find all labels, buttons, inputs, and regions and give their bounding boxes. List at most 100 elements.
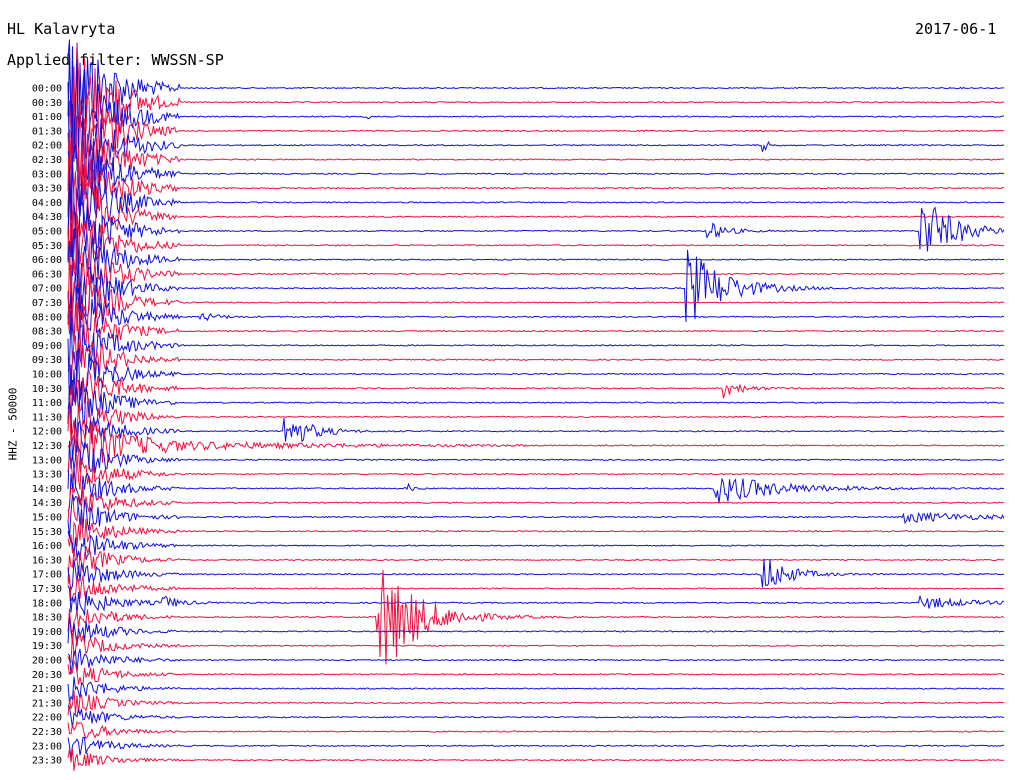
row-time-label: 04:00 — [32, 198, 62, 209]
seismic-trace — [67, 214, 1005, 277]
seismic-trace — [67, 287, 1005, 341]
seismic-trace — [67, 570, 1005, 665]
row-time-label: 21:30 — [32, 698, 62, 709]
row-time-label: 15:00 — [32, 513, 62, 524]
seismic-trace — [67, 171, 1005, 271]
row-time-label: 11:30 — [32, 412, 62, 423]
row-time-label: 12:30 — [32, 441, 62, 452]
row-time-label: 04:30 — [32, 212, 62, 223]
seismic-trace — [67, 402, 1005, 460]
row-time-label: 03:30 — [32, 184, 62, 195]
seismic-trace — [67, 290, 1005, 347]
row-time-label: 15:30 — [32, 527, 62, 538]
seismic-trace — [67, 659, 1005, 686]
seismic-trace — [67, 690, 1005, 716]
row-time-label: 09:30 — [32, 355, 62, 366]
row-time-label: 01:30 — [32, 126, 62, 137]
seismic-trace — [67, 617, 1005, 646]
seismic-trace — [67, 264, 1005, 334]
row-time-label: 01:00 — [32, 112, 62, 123]
row-time-label: 17:30 — [32, 584, 62, 595]
row-time-label: 02:30 — [32, 155, 62, 166]
row-time-label: 20:30 — [32, 670, 62, 681]
row-time-label: 22:00 — [32, 713, 62, 724]
row-time-label: 10:00 — [32, 370, 62, 381]
seismic-trace — [67, 397, 1005, 445]
seismic-trace — [67, 485, 1005, 523]
row-time-label: 06:30 — [32, 269, 62, 280]
seismic-trace — [67, 736, 1005, 758]
seismic-trace — [67, 141, 1005, 218]
seismic-trace — [67, 66, 1005, 191]
row-time-label: 16:00 — [32, 541, 62, 552]
row-time-label: 17:00 — [32, 570, 62, 581]
seismic-trace — [67, 514, 1005, 554]
row-time-label: 13:00 — [32, 455, 62, 466]
row-time-label: 12:00 — [32, 427, 62, 438]
station-name: HL Kalavryta — [7, 20, 116, 38]
row-time-label: 10:30 — [32, 384, 62, 395]
seismic-trace — [67, 82, 1005, 208]
seismic-trace — [67, 379, 1005, 425]
seismic-trace — [67, 158, 1005, 261]
row-time-label: 19:30 — [32, 641, 62, 652]
row-time-label: 18:30 — [32, 613, 62, 624]
row-time-label: 05:00 — [32, 227, 62, 238]
seismic-trace — [67, 454, 1005, 493]
seismic-trace — [67, 39, 1004, 171]
row-time-label: 08:00 — [32, 312, 62, 323]
row-time-label: 14:00 — [32, 484, 62, 495]
row-time-label: 11:00 — [32, 398, 62, 409]
seismic-trace — [67, 309, 1005, 372]
seismic-trace — [67, 676, 1005, 703]
seismic-trace — [67, 531, 1004, 561]
row-time-label: 16:30 — [32, 555, 62, 566]
row-time-label: 00:30 — [32, 98, 62, 109]
row-time-label: 13:30 — [32, 470, 62, 481]
seismic-trace — [67, 648, 1005, 675]
seismic-trace — [67, 559, 1005, 592]
seismic-trace — [67, 42, 1005, 167]
row-time-label: 18:00 — [32, 598, 62, 609]
row-time-label: 09:00 — [32, 341, 62, 352]
row-time-label: 14:30 — [32, 498, 62, 509]
seismic-trace — [67, 227, 1005, 309]
row-time-label: 02:00 — [32, 141, 62, 152]
seismic-trace — [67, 249, 1005, 325]
row-time-label: 22:30 — [32, 727, 62, 738]
seismic-trace — [67, 494, 1005, 538]
seismic-trace — [67, 748, 1005, 771]
seismic-trace — [67, 419, 1005, 473]
seismic-trace — [67, 720, 1005, 740]
seismic-trace — [67, 705, 1005, 728]
row-time-label: 19:00 — [32, 627, 62, 638]
seismic-trace — [67, 44, 1005, 172]
seismic-trace — [67, 338, 1005, 410]
row-time-label: 21:00 — [32, 684, 62, 695]
seismic-trace — [67, 369, 1005, 420]
row-time-label: 20:00 — [32, 656, 62, 667]
row-time-label: 00:00 — [32, 84, 62, 95]
applied-filter: Applied filter: WWSSN-SP — [7, 51, 224, 69]
seismic-trace — [67, 102, 1005, 220]
row-time-label: 03:00 — [32, 169, 62, 180]
row-time-label: 06:00 — [32, 255, 62, 266]
seismic-trace — [67, 181, 1005, 277]
row-time-label: 07:00 — [32, 284, 62, 295]
seismic-trace — [67, 240, 1005, 325]
row-time-label: 05:30 — [32, 241, 62, 252]
record-datetime: 2017-06-1 — [915, 20, 997, 38]
row-time-label: 08:30 — [32, 327, 62, 338]
seismic-trace — [67, 440, 1005, 489]
row-time-label: 23:30 — [32, 756, 62, 767]
seismic-trace — [67, 585, 1004, 616]
row-time-label: 23:00 — [32, 741, 62, 752]
seismic-trace — [67, 546, 1005, 581]
seismic-trace — [67, 330, 1005, 396]
seismic-trace — [67, 137, 1005, 239]
seismic-trace — [67, 633, 1005, 664]
seismic-trace — [67, 468, 1005, 512]
row-time-label: 07:30 — [32, 298, 62, 309]
